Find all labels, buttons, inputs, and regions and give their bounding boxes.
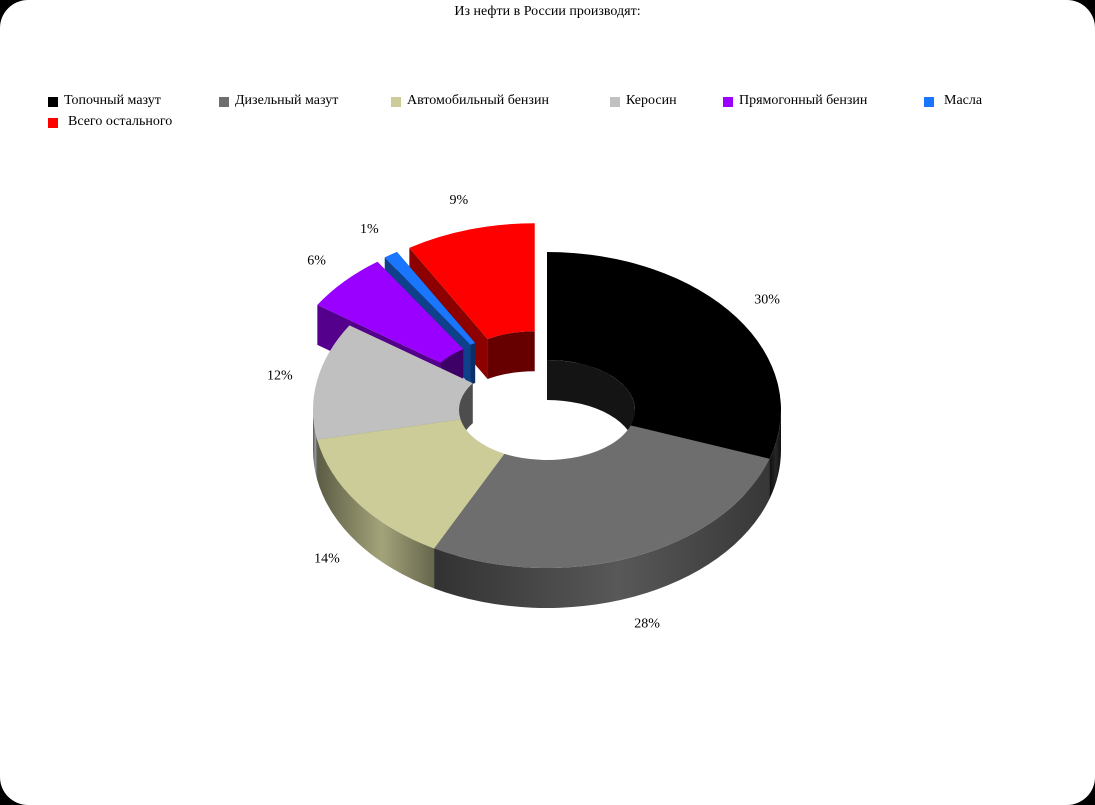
legend-swatch	[391, 97, 401, 107]
legend-swatch	[48, 118, 58, 128]
data-label: 28%	[634, 617, 660, 632]
legend-swatch	[48, 97, 58, 107]
slice-1	[434, 425, 770, 608]
legend-swatch	[610, 97, 620, 107]
slice-top	[547, 252, 781, 459]
legend-label: Прямогонный бензин	[739, 93, 868, 108]
legend-label: Масла	[944, 93, 983, 108]
slice-inner-wall	[547, 360, 635, 450]
slice-outer-wall	[313, 410, 318, 480]
legend-swatch	[723, 97, 733, 107]
slice-top	[434, 425, 770, 568]
data-label: 1%	[360, 222, 379, 237]
legend-label: Дизельный мазут	[235, 93, 339, 108]
legend-label: Автомобильный бензин	[407, 93, 549, 108]
slice-top	[313, 325, 473, 440]
slice-top	[317, 261, 464, 363]
slice-inner-wall	[487, 331, 535, 380]
doughnut-slices	[313, 223, 781, 608]
legend-label: Всего остального	[68, 114, 173, 129]
data-label: 6%	[307, 253, 326, 268]
data-labels: 30% 28% 14% 12% 6% 1% 9%	[267, 193, 780, 632]
legend-swatch	[924, 97, 934, 107]
slice-top	[409, 223, 535, 340]
legend-swatch	[219, 97, 229, 107]
slice-outer-wall	[769, 410, 781, 499]
slice-outer-wall	[434, 458, 770, 608]
legend-label: Керосин	[626, 93, 677, 108]
data-label: 9%	[450, 193, 469, 208]
slice-top	[317, 419, 505, 549]
data-label: 14%	[314, 552, 340, 567]
chart-title: Из нефти в России производят:	[454, 4, 641, 19]
data-label: 12%	[267, 368, 293, 383]
data-label: 30%	[754, 292, 780, 307]
legend-label: Топочный мазут	[64, 93, 161, 108]
slice-inner-wall	[470, 343, 476, 385]
slice-outer-wall	[317, 439, 435, 589]
slice-top	[384, 251, 476, 345]
